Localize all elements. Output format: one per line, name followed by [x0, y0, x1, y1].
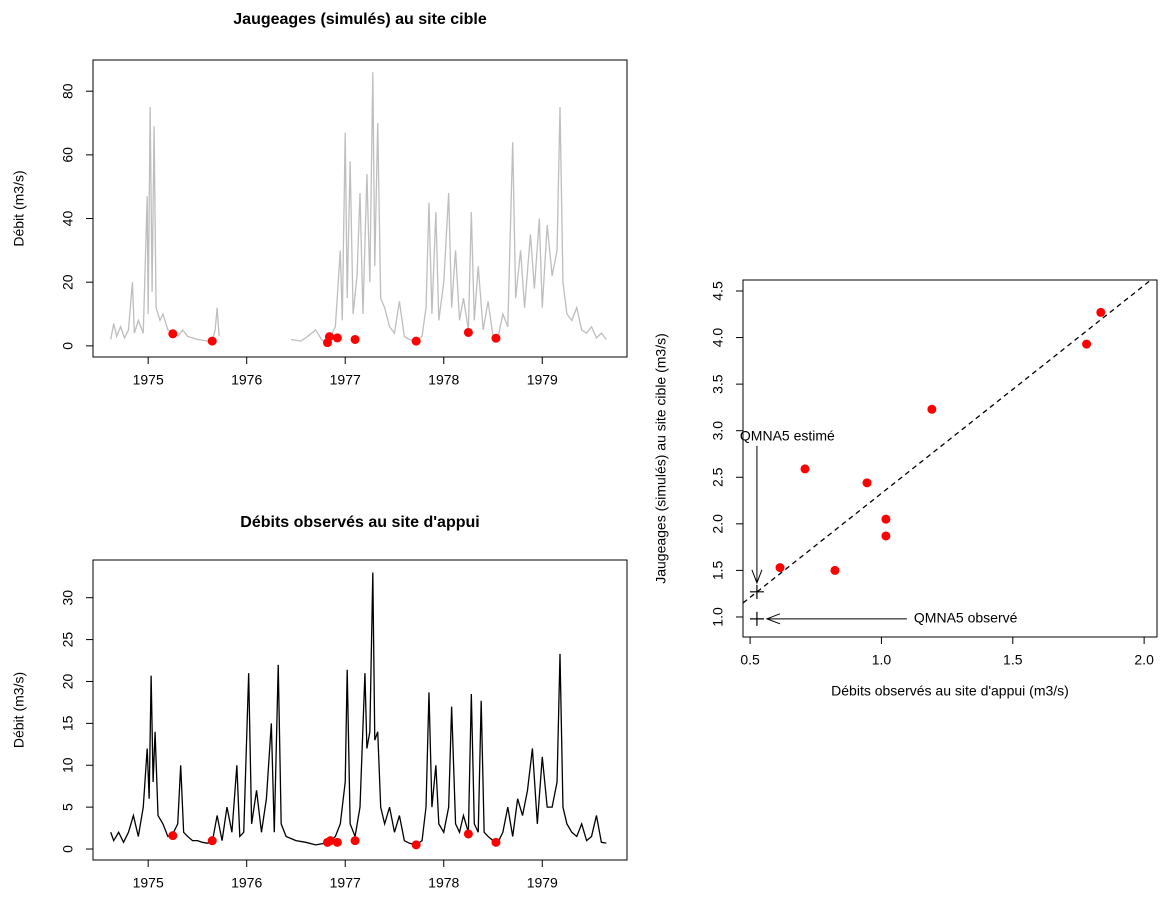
y-tick-label: 0 [60, 845, 76, 853]
y-tick-label: 15 [60, 715, 76, 731]
chart-title: Débits observés au site d'appui [240, 514, 479, 531]
annotation: QMNA5 observé [914, 610, 1018, 626]
point [491, 333, 501, 343]
point [207, 836, 217, 846]
y-tick-label: 25 [60, 632, 76, 648]
chart: Jaugeages (simulés) au site cible Débit (… [11, 11, 628, 388]
y-tick-label: 80 [60, 83, 76, 99]
y-tick-label: 20 [60, 274, 76, 290]
point [881, 531, 891, 541]
annotation-arrow [765, 613, 907, 625]
point [168, 329, 178, 339]
point [325, 836, 335, 846]
chart-title: Jaugeages (simulés) au site cible [233, 11, 487, 28]
point [830, 565, 840, 575]
x-tick-label: 1975 [133, 372, 164, 388]
chart: Jaugeages (simulés) au site cible (m3/s)… [653, 279, 1158, 699]
y-axis-label: Débit (m3/s) [11, 170, 27, 246]
plot-box [92, 59, 628, 358]
series-line [743, 280, 1152, 604]
x-tick-label: 1979 [527, 372, 558, 388]
y-axis-label: Jaugeages (simulés) au site cible (m3/s) [653, 333, 669, 584]
point [862, 478, 872, 488]
y-tick-label: 4.0 [710, 328, 726, 348]
x-tick-label: 1977 [330, 875, 361, 891]
y-tick-label: 4.5 [710, 281, 726, 301]
y-tick-label: 1.0 [710, 607, 726, 627]
point [1096, 307, 1106, 317]
y-tick-label: 60 [60, 147, 76, 163]
y-tick-label: 5 [60, 803, 76, 811]
y-tick-label: 10 [60, 757, 76, 773]
x-tick-label: 1975 [133, 875, 164, 891]
annotation-arrow [751, 445, 763, 585]
point [1082, 339, 1092, 349]
y-tick-label: 2.5 [710, 467, 726, 487]
y-tick-label: 2.0 [710, 514, 726, 534]
point [207, 336, 217, 346]
point [411, 336, 421, 346]
point [463, 327, 473, 337]
annotation: QMNA5 estimé [740, 428, 835, 444]
y-tick-label: 1.5 [710, 560, 726, 580]
y-tick-label: 20 [60, 673, 76, 689]
point [350, 334, 360, 344]
point [324, 332, 334, 342]
y-tick-label: 30 [60, 590, 76, 606]
point [463, 829, 473, 839]
x-tick-label: 1978 [428, 875, 459, 891]
point [927, 404, 937, 414]
y-tick-label: 3.0 [710, 421, 726, 441]
point [332, 333, 342, 343]
x-tick-label: 0.5 [740, 652, 760, 668]
point [881, 514, 891, 524]
plus-marker [749, 584, 764, 599]
x-tick-label: 1976 [231, 875, 262, 891]
point [168, 831, 178, 841]
point [350, 836, 360, 846]
x-tick-label: 2.0 [1134, 652, 1154, 668]
x-tick-label: 1.5 [1003, 652, 1023, 668]
y-tick-label: 3.5 [710, 374, 726, 394]
x-axis-label: Débits observés au site d'appui (m3/s) [831, 683, 1069, 699]
y-tick-label: 0 [60, 342, 76, 350]
plot-box [92, 559, 628, 861]
point [411, 840, 421, 850]
x-tick-label: 1.0 [872, 652, 892, 668]
point [800, 464, 810, 474]
x-tick-label: 1979 [527, 875, 558, 891]
chart: Débits observés au site d'appui Débit (m3… [11, 514, 628, 891]
series-line [110, 572, 607, 846]
series-line [110, 72, 607, 343]
point [332, 837, 342, 847]
y-axis-label: Débit (m3/s) [11, 672, 27, 748]
point [491, 837, 501, 847]
plus-marker [749, 611, 764, 626]
y-tick-label: 40 [60, 211, 76, 227]
point [775, 563, 785, 573]
x-tick-label: 1977 [330, 372, 361, 388]
x-tick-label: 1978 [428, 372, 459, 388]
x-tick-label: 1976 [231, 372, 262, 388]
plot-box [742, 279, 1158, 638]
